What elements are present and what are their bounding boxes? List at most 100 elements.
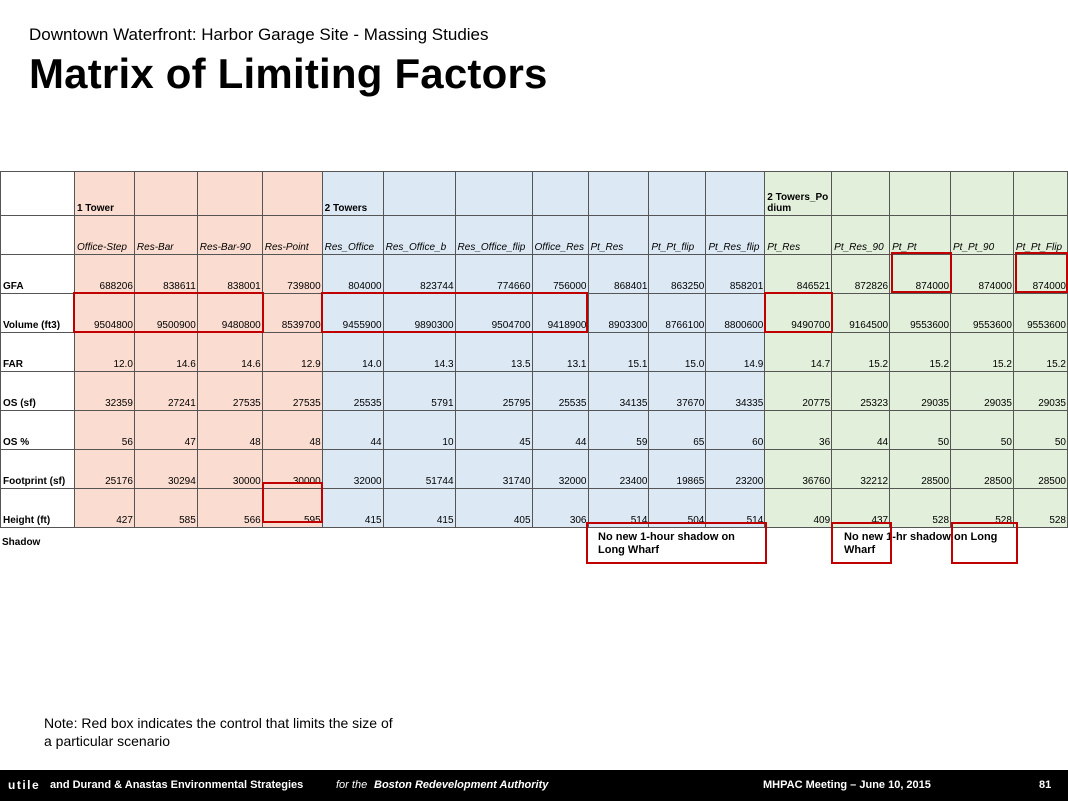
table-cell: 25535 [531, 371, 589, 411]
scenario-header: Pt_Res [764, 215, 833, 255]
scenario-header: Res-Bar-90 [196, 215, 263, 255]
table-row: Footprint (sf) 25176 30294 30000 30000 32000 5… [0, 449, 1068, 489]
table-cell: 868401 [587, 254, 650, 294]
table-cell: 874000 [889, 254, 952, 294]
table-cell: 25535 [321, 371, 384, 411]
table-cell: 15.2 [889, 332, 952, 372]
blank-cell [0, 171, 75, 216]
table-cell: 14.6 [196, 332, 263, 372]
table-row: GFA 688206 838611 838001 739800 804000 823744 7… [0, 254, 1068, 294]
table-cell: 23400 [587, 449, 650, 489]
table-cell: 60 [705, 410, 766, 450]
table-row: Volume (ft3) 9504800 9500900 9480800 8539700… [0, 293, 1068, 333]
table-cell: 13.1 [531, 332, 589, 372]
group-header-row: 1 Tower 2 Towers 2 Towers_Podium [0, 171, 1068, 216]
table-cell: 14.6 [133, 332, 198, 372]
table-row: OS (sf) 32359 27241 27535 27535 25535 5791 2579… [0, 371, 1068, 411]
table-cell: 9455900 [321, 293, 384, 333]
limit-box [764, 292, 833, 333]
table-cell: 405 [454, 488, 533, 528]
limit-box [586, 522, 767, 564]
table-cell: 437 [831, 488, 891, 528]
table-cell: 19865 [648, 449, 707, 489]
table-cell: 30294 [133, 449, 198, 489]
shadow-note-podium: No new 1-hr shadow on Long Wharf [844, 531, 998, 556]
table-row: FAR 12.0 14.6 14.6 12.9 14.0 14.3 13.5 13.1 15.1 1… [0, 332, 1068, 372]
table-cell: 14.9 [705, 332, 766, 372]
table-cell: 59 [587, 410, 650, 450]
table-cell: 514 [587, 488, 650, 528]
table-cell: 44 [831, 410, 891, 450]
shadow-note-two-towers: No new 1-hour shadow on Long Wharf [598, 531, 735, 556]
table-cell: 15.2 [1012, 332, 1068, 372]
table-cell: 27535 [261, 371, 323, 411]
table-cell: 50 [1012, 410, 1068, 450]
table-cell: 5791 [382, 371, 456, 411]
table-cell: 9500900 [133, 293, 198, 333]
table-cell: 47 [133, 410, 198, 450]
row-label: OS (sf) [0, 371, 75, 411]
table-cell: 306 [531, 488, 589, 528]
scenario-header: Office_Res [531, 215, 589, 255]
table-cell: 44 [321, 410, 384, 450]
table-cell: 34335 [705, 371, 766, 411]
table-cell: 838611 [133, 254, 198, 294]
table-cell: 863250 [648, 254, 707, 294]
table-cell: 14.7 [764, 332, 833, 372]
table-cell: 739800 [261, 254, 323, 294]
table-cell: 25323 [831, 371, 891, 411]
scenario-header: Pt_Res_flip [705, 215, 766, 255]
table-cell: 8800600 [705, 293, 766, 333]
table-cell: 28500 [950, 449, 1014, 489]
table-row: Height (ft) 427 585 566 595 415 415 405 306 514 50… [0, 488, 1068, 528]
limit-box [73, 292, 264, 333]
table-cell: 8539700 [261, 293, 323, 333]
scenario-header: Res-Bar [133, 215, 198, 255]
table-cell: 528 [950, 488, 1014, 528]
table-cell: 27535 [196, 371, 263, 411]
table-cell: 528 [1012, 488, 1068, 528]
scenario-header: Res_Office_flip [454, 215, 533, 255]
table-cell: 15.1 [587, 332, 650, 372]
row-label: Volume (ft3) [0, 293, 75, 333]
row-label: Footprint (sf) [0, 449, 75, 489]
limit-box [1015, 252, 1068, 293]
table-cell: 37670 [648, 371, 707, 411]
table-cell: 9480800 [196, 293, 263, 333]
scenario-header: Pt_Pt [889, 215, 952, 255]
table-cell: 23200 [705, 449, 766, 489]
table-cell: 15.0 [648, 332, 707, 372]
table-cell: 9164500 [831, 293, 891, 333]
table-cell: 9890300 [382, 293, 456, 333]
table-cell: 9504700 [454, 293, 533, 333]
table-cell: 13.5 [454, 332, 533, 372]
table-cell: 29035 [1012, 371, 1068, 411]
presentation-subtitle: Downtown Waterfront: Harbor Garage Site … [29, 25, 489, 44]
table-cell: 846521 [764, 254, 833, 294]
row-label: FAR [0, 332, 75, 372]
table-cell: 31740 [454, 449, 533, 489]
table-cell: 415 [321, 488, 384, 528]
table-cell: 48 [196, 410, 263, 450]
table-cell: 25176 [73, 449, 135, 489]
table-cell: 44 [531, 410, 589, 450]
table-cell: 9553600 [1012, 293, 1068, 333]
table-cell: 9418900 [531, 293, 589, 333]
table-cell: 8903300 [587, 293, 650, 333]
table-cell: 566 [196, 488, 263, 528]
shadow-row-label: Shadow [2, 537, 41, 548]
row-label: Height (ft) [0, 488, 75, 528]
utile-logo: utile [8, 778, 41, 792]
table-cell: 874000 [1012, 254, 1068, 294]
table-cell: 29035 [950, 371, 1014, 411]
scenario-header-row: Office-Step Res-Bar Res-Bar-90 Res-Point… [0, 215, 1068, 255]
limit-box [321, 292, 588, 333]
page-number: 81 [1039, 779, 1052, 791]
table-cell: 25795 [454, 371, 533, 411]
limit-box [831, 522, 892, 564]
table-cell: 804000 [321, 254, 384, 294]
scenario-header: Pt_Res [587, 215, 650, 255]
table-cell: 528 [889, 488, 952, 528]
table-cell: 9490700 [764, 293, 833, 333]
row-label: GFA [0, 254, 75, 294]
